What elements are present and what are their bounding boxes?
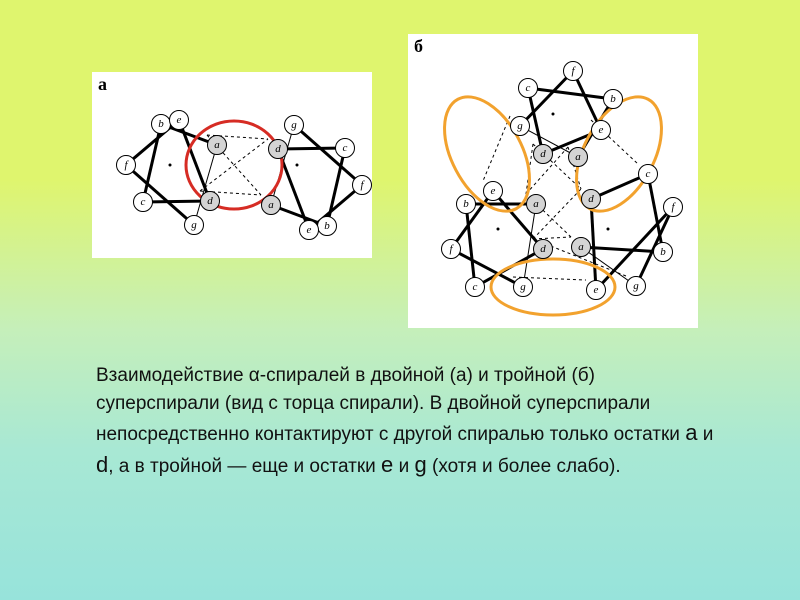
heptad-node-g: g bbox=[510, 116, 530, 136]
heptad-node-f: f bbox=[352, 175, 372, 195]
residue-a: а bbox=[685, 420, 697, 445]
heptad-node-d: d bbox=[533, 144, 553, 164]
heptad-node-e: e bbox=[169, 110, 189, 130]
heptad-node-a: a bbox=[261, 195, 281, 215]
heptad-node-c: c bbox=[518, 78, 538, 98]
residue-d: d bbox=[96, 452, 108, 477]
caption-part-4: (хотя и более слабо). bbox=[427, 456, 621, 477]
heptad-node-b: b bbox=[151, 114, 171, 134]
caption-part-1: и bbox=[697, 424, 713, 445]
heptad-node-b: b bbox=[456, 194, 476, 214]
heptad-node-b: b bbox=[317, 216, 337, 236]
heptad-node-g: g bbox=[626, 276, 646, 296]
heptad-node-e: e bbox=[591, 120, 611, 140]
heptad-node-a: a bbox=[571, 237, 591, 257]
heptad-node-a: a bbox=[568, 147, 588, 167]
heptad-node-c: c bbox=[638, 164, 658, 184]
heptad-node-e: e bbox=[299, 220, 319, 240]
heptad-node-g: g bbox=[513, 277, 533, 297]
heptad-node-c: c bbox=[335, 138, 355, 158]
panel-a-box: a b c d e f g a b c d e f g bbox=[92, 72, 372, 258]
heptad-node-f: f bbox=[441, 239, 461, 259]
panel-b-box: a b c d e f g a b c d e f g a b c d e f g bbox=[408, 34, 698, 328]
figure-caption: Взаимодействие α-спиралей в двойной (а) … bbox=[96, 362, 716, 481]
heptad-node-g: g bbox=[184, 215, 204, 235]
panel-b-label: б bbox=[414, 36, 423, 57]
heptad-node-f: f bbox=[563, 61, 583, 81]
heptad-node-d: d bbox=[268, 139, 288, 159]
residue-e: е bbox=[381, 452, 393, 477]
panel-a-label: а bbox=[98, 74, 107, 95]
caption-part-2: , а в тройной — еще и остатки bbox=[108, 456, 381, 477]
heptad-node-c: c bbox=[465, 277, 485, 297]
caption-part-0: Взаимодействие α-спиралей в двойной (а) … bbox=[96, 365, 685, 445]
heptad-node-d: d bbox=[533, 239, 553, 259]
heptad-node-c: c bbox=[133, 192, 153, 212]
heptad-node-g: g bbox=[284, 115, 304, 135]
residue-g: g bbox=[414, 452, 426, 477]
heptad-node-f: f bbox=[663, 197, 683, 217]
heptad-node-d: d bbox=[581, 189, 601, 209]
caption-part-3: и bbox=[393, 456, 414, 477]
heptad-node-d: d bbox=[200, 191, 220, 211]
heptad-node-b: b bbox=[603, 89, 623, 109]
heptad-node-f: f bbox=[116, 155, 136, 175]
heptad-node-e: e bbox=[586, 280, 606, 300]
heptad-node-a: a bbox=[526, 194, 546, 214]
heptad-node-b: b bbox=[653, 242, 673, 262]
heptad-node-a: a bbox=[207, 135, 227, 155]
heptad-node-e: e bbox=[483, 181, 503, 201]
